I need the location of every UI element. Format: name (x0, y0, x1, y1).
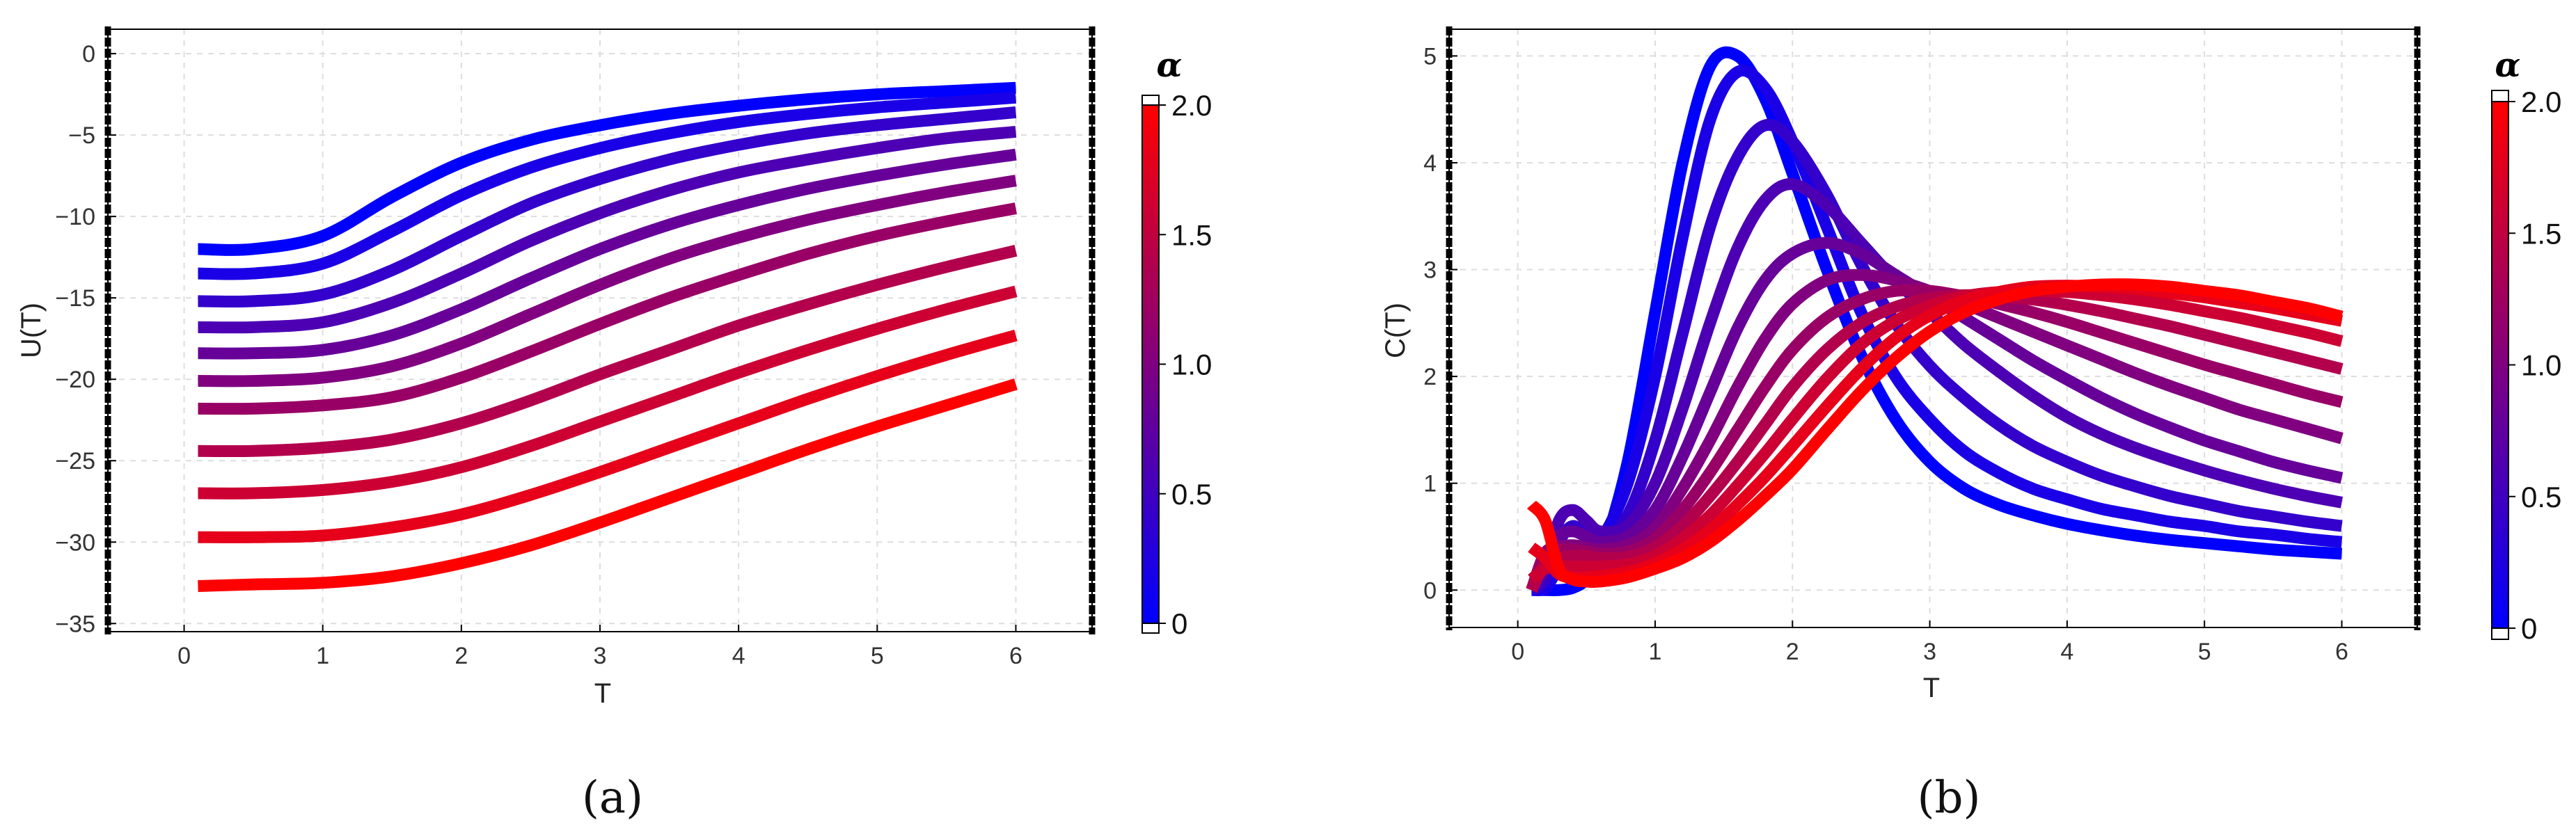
y-tick-label: −35 (55, 611, 95, 637)
x-axis-label-a: T (594, 678, 611, 709)
colorbar-tick-label: 1.0 (2521, 349, 2561, 382)
colorbar-bottom-cap-a (1141, 623, 1160, 634)
x-tick-label: 6 (2335, 639, 2348, 665)
x-tick-label: 4 (732, 643, 745, 669)
colorbar-tick-label: 2.0 (1171, 89, 1212, 122)
y-tick-label: 2 (1423, 364, 1437, 390)
series-line-a-3 (198, 125, 1017, 334)
series-line-a-2 (198, 106, 1017, 308)
series-line-a-5 (198, 175, 1017, 387)
y-axis-label-b: C(T) (1380, 303, 1411, 358)
colorbar-tick-label: 0 (1171, 607, 1187, 640)
series-line-a-1 (198, 91, 1017, 280)
series-line-a-9 (198, 329, 1018, 543)
series-line-a-10 (198, 378, 1018, 592)
y-axis-label-a: U(T) (16, 303, 47, 358)
x-tick-label: 0 (1511, 639, 1524, 665)
colorbar-ticks-b: 0 0.5 1.0 1.5 2.0 (2508, 86, 2561, 645)
y-tick-labels-a: 0 −5 −10 −15 −20 −25 −30 −35 (55, 41, 116, 637)
colorbar-tick-label: 1.5 (1171, 218, 1212, 251)
series-group-a (198, 81, 1018, 592)
series-line-b-8 (1527, 285, 2344, 584)
colorbar-title-a: α (1157, 46, 1183, 85)
x-tick-label: 3 (594, 643, 607, 669)
colorbar-top-cap-a (1141, 95, 1160, 106)
series-line-a-4 (198, 148, 1017, 360)
colorbar-tick-label: 0.5 (2521, 481, 2561, 513)
series-line-b-7 (1526, 289, 2344, 593)
series-line-b-10 (1526, 278, 2344, 589)
colorbar-ticks-a: 0 0.5 1.0 1.5 2.0 (1159, 89, 1212, 640)
y-tick-label: 4 (1423, 150, 1437, 177)
colorbar-b: α 0 0.5 1.0 1.5 2.0 (2491, 46, 2561, 645)
y-tick-label: 1 (1423, 471, 1437, 497)
panel-a: 0 1 2 3 4 5 6 0 −5 −10 −15 −20 −25 −30 −35 T U(T) α 0… (16, 26, 1212, 824)
x-tick-label: 0 (177, 643, 191, 669)
x-tick-label: 2 (455, 643, 468, 669)
panel-caption-a: (a) (582, 772, 643, 824)
x-tick-label: 1 (316, 643, 329, 669)
y-tick-label: 3 (1423, 257, 1437, 284)
series-line-a-7 (198, 245, 1018, 458)
panel-caption-b: (b) (1918, 772, 1981, 824)
colorbar-tick-label: 1.5 (2521, 217, 2561, 250)
y-tick-label: 0 (1423, 577, 1437, 604)
colorbar-bottom-cap-b (2491, 627, 2509, 640)
y-tick-label: −5 (68, 122, 95, 149)
y-tick-label: −30 (55, 529, 95, 556)
series-line-b-4 (1526, 237, 2344, 593)
colorbar-title-b: α (2495, 46, 2521, 85)
series-line-a-0 (198, 81, 1016, 256)
colorbar-tick-label: 2.0 (2521, 86, 2561, 118)
colorbar-gradient-a (1141, 104, 1160, 624)
x-tick-label: 3 (1923, 639, 1936, 665)
y-tick-labels-b: 0 1 2 3 4 5 (1423, 43, 1457, 604)
y-tick-label: −25 (55, 448, 95, 474)
y-tick-label: −10 (55, 204, 95, 230)
colorbar-gradient-b (2491, 101, 2509, 629)
colorbar-tick-label: 0 (2521, 612, 2537, 645)
x-tick-label: 2 (1786, 639, 1799, 665)
panel-b: 0 1 2 3 4 5 6 0 1 2 3 4 5 T C(T) α 0 0.5 1.0 1.5 2.0 (b… (1380, 26, 2561, 824)
colorbar-top-cap-b (2491, 90, 2509, 102)
x-tick-label: 6 (1009, 643, 1022, 669)
series-group-b (1526, 46, 2344, 596)
y-tick-label: −20 (55, 367, 95, 393)
colorbar-tick-label: 1.0 (1171, 349, 1212, 381)
series-line-a-6 (198, 202, 1018, 415)
colorbar-a: α 0 0.5 1.0 1.5 2.0 (1141, 46, 1212, 640)
y-tick-label: 5 (1423, 43, 1437, 70)
x-axis-label-b: T (1923, 673, 1940, 703)
x-tick-labels-b: 0 1 2 3 4 5 6 (1511, 621, 2348, 665)
x-tick-label: 4 (2060, 639, 2073, 665)
series-line-a-8 (198, 285, 1018, 499)
x-tick-label: 5 (871, 643, 884, 669)
y-tick-label: 0 (82, 41, 95, 67)
x-tick-label: 1 (1648, 639, 1661, 665)
y-tick-label: −15 (55, 285, 95, 312)
colorbar-tick-label: 0.5 (1171, 478, 1212, 511)
x-tick-labels-a: 0 1 2 3 4 5 6 (177, 625, 1022, 669)
series-line-b-3 (1526, 178, 2344, 594)
x-tick-label: 5 (2198, 639, 2211, 665)
